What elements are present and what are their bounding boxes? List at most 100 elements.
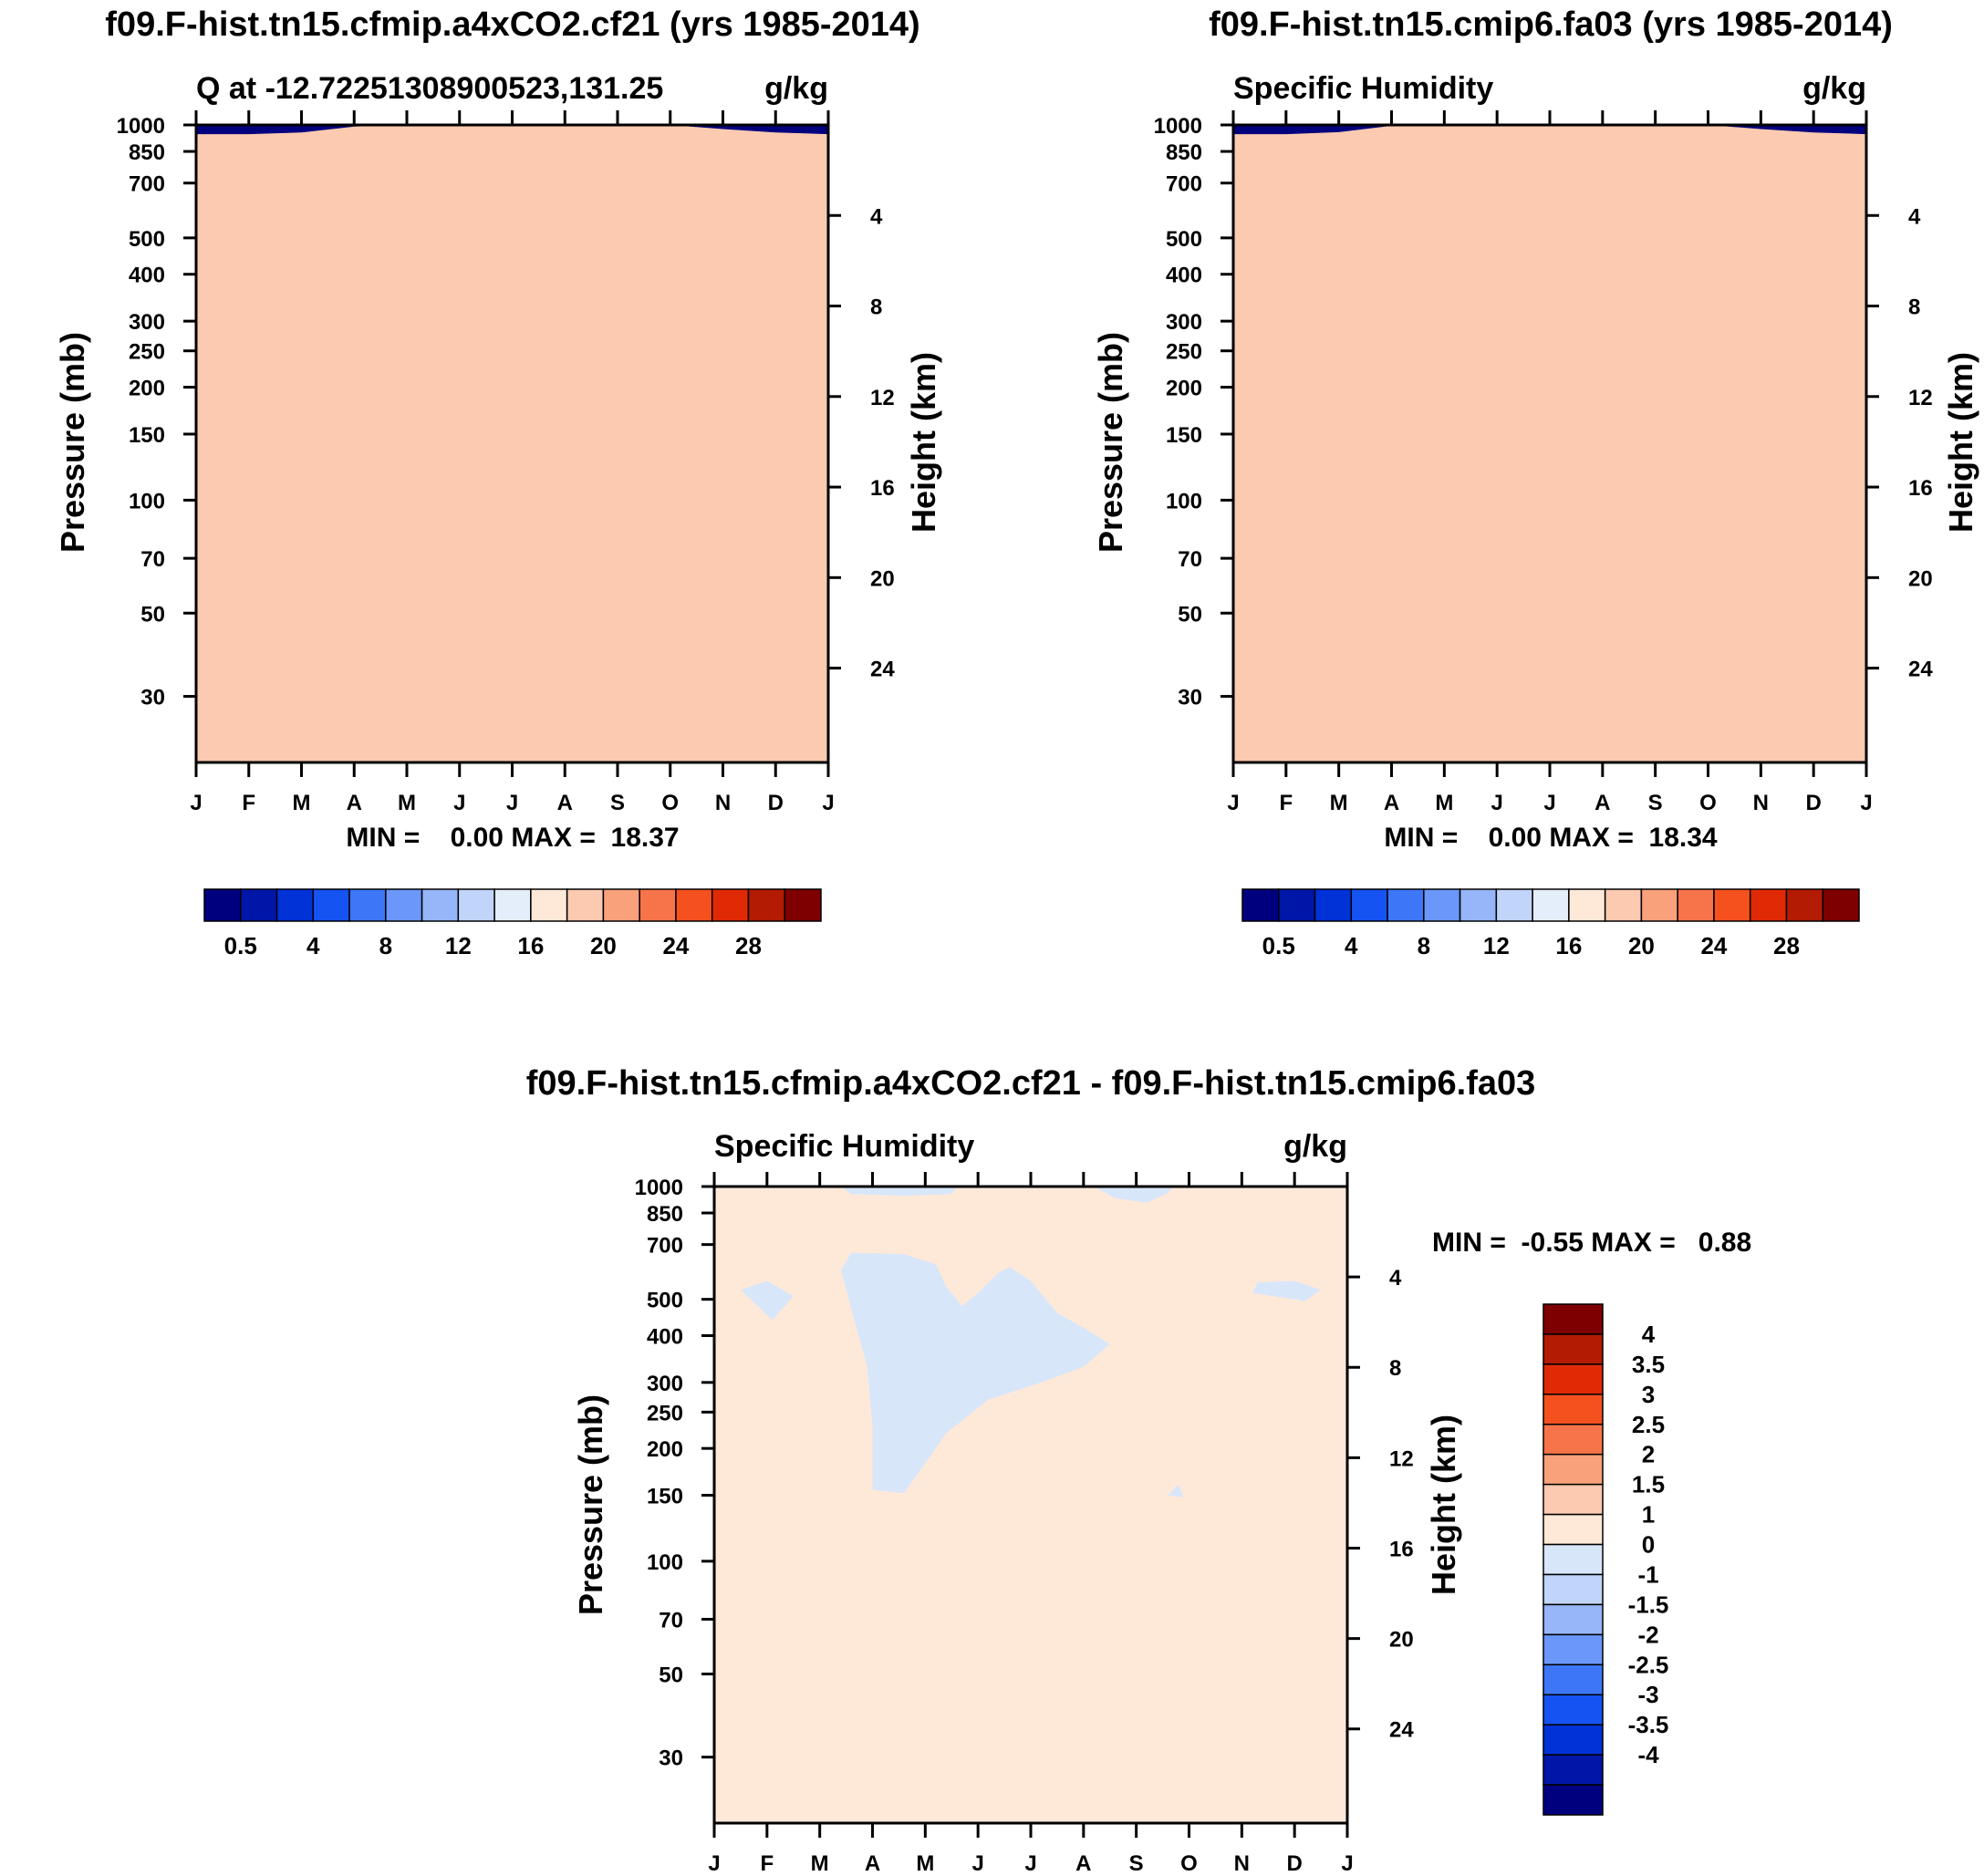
colorbar-swatch	[1543, 1303, 1604, 1335]
colorbar-swatch	[1543, 1784, 1604, 1816]
height-tick-label: 12	[1908, 386, 1933, 410]
month-tick-label: M	[811, 1851, 829, 1876]
pressure-tick-label: 1000	[1154, 114, 1202, 139]
colorbar-label: 0	[1642, 1531, 1655, 1559]
colorbar-swatch	[566, 888, 605, 922]
panel-a-minmax: MIN = 0.00 MAX = 18.37	[346, 823, 679, 853]
height-tick-label: 12	[1389, 1446, 1414, 1471]
panel-a-right-string: g/kg	[764, 71, 828, 106]
colorbar-label: 24	[662, 932, 689, 959]
colorbar-swatch	[348, 888, 387, 922]
panel-c-height-axis: 24 20 16 12 8 4	[1347, 1266, 1414, 1743]
month-tick-label: M	[1435, 791, 1453, 815]
colorbar-swatch	[421, 888, 460, 922]
negative-region	[1168, 1485, 1184, 1498]
panel-b-left-string: Specific Humidity	[1233, 71, 1493, 106]
panel-a-height-axis: 24 20 16 12 8 4	[828, 204, 895, 682]
colorbar-swatch	[1543, 1573, 1604, 1606]
pressure-tick-label: 50	[1178, 602, 1202, 627]
pressure-tick-label: 1000	[117, 114, 165, 139]
pressure-tick-label: 500	[129, 227, 165, 252]
colorbar-swatch	[1543, 1483, 1604, 1516]
colorbar-label: 20	[1628, 932, 1655, 959]
colorbar-swatch	[1543, 1754, 1604, 1786]
pressure-tick-label: 50	[140, 602, 165, 627]
panel-b-plot-area	[1231, 123, 1868, 764]
month-tick-label: J	[1543, 791, 1555, 815]
panel-c-title: f09.F-hist.tn15.cfmip.a4xCO2.cf21 - f09.…	[526, 1064, 1536, 1103]
month-tick-label: J	[1860, 791, 1872, 815]
month-tick-label: D	[1805, 791, 1821, 815]
colorbar-swatch	[1459, 888, 1498, 922]
panel-c-ylabel-right: Height (km)	[1425, 1415, 1462, 1595]
pressure-tick-label: 700	[129, 172, 165, 197]
month-tick-label: J	[1227, 791, 1239, 815]
colorbar-swatch	[1543, 1394, 1604, 1425]
panel-c-minmax: MIN = -0.55 MAX = 0.88	[1432, 1228, 1751, 1258]
colorbar-swatch	[240, 888, 278, 922]
pressure-tick-label: 50	[659, 1664, 683, 1688]
colorbar-swatch	[1495, 888, 1533, 922]
colorbar-swatch	[530, 888, 568, 922]
month-tick-label: A	[557, 791, 573, 815]
panel-b-ylabel: Pressure (mb)	[1092, 332, 1129, 553]
panel-a: f09.F-hist.tn15.cfmip.a4xCO2.cf21 (yrs 1…	[54, 5, 942, 959]
pressure-tick-label: 200	[129, 377, 165, 401]
colorbar-label: 16	[517, 932, 544, 959]
month-tick-label: J	[506, 791, 518, 815]
month-tick-label: F	[760, 1851, 774, 1876]
pressure-tick-label: 70	[659, 1608, 683, 1632]
month-tick-label: A	[1594, 791, 1610, 815]
pressure-tick-label: 150	[647, 1484, 683, 1508]
month-tick-label: D	[768, 791, 784, 815]
colorbar-label: 24	[1700, 932, 1727, 959]
colorbar-label: 28	[735, 932, 762, 959]
pressure-tick-label: 300	[129, 310, 165, 335]
panel-a-plot-area	[194, 123, 830, 764]
height-tick-label: 20	[1389, 1628, 1414, 1653]
colorbar-label: 4	[306, 932, 320, 959]
month-tick-label: J	[453, 791, 465, 815]
colorbar-label: 2.5	[1632, 1411, 1665, 1438]
colorbar-label: 8	[379, 932, 392, 959]
height-tick-label: 24	[1389, 1718, 1414, 1743]
colorbar-swatch	[1543, 1513, 1604, 1546]
month-tick-label: M	[1330, 791, 1348, 815]
pressure-tick-label: 850	[647, 1202, 683, 1227]
pressure-tick-label: 250	[129, 340, 165, 365]
pressure-tick-label: 300	[1166, 310, 1202, 335]
colorbar-label: -3	[1637, 1681, 1658, 1708]
month-tick-label: J	[822, 791, 834, 815]
month-tick-label: F	[242, 791, 255, 815]
panel-c: f09.F-hist.tn15.cfmip.a4xCO2.cf21 - f09.…	[526, 1064, 1751, 1876]
month-tick-label: A	[347, 791, 362, 815]
colorbar-label: -3.5	[1628, 1711, 1669, 1738]
month-tick-label: N	[715, 791, 731, 815]
panel-a-colorbar: 0.5 4 8 12 16 20 24 28	[203, 888, 822, 959]
panel-b: f09.F-hist.tn15.cmip6.fa03 (yrs 1985-201…	[1092, 5, 1979, 959]
pressure-tick-label: 200	[1166, 377, 1202, 401]
colorbar-label: 20	[590, 932, 617, 959]
month-tick-label: O	[1180, 1851, 1198, 1876]
colorbar-swatch	[1543, 1453, 1604, 1486]
pressure-tick-label: 30	[659, 1746, 683, 1771]
pressure-tick-label: 400	[1166, 264, 1202, 288]
colorbar-label: 3	[1642, 1381, 1655, 1408]
height-tick-label: 16	[870, 476, 895, 501]
colorbar-swatch	[1640, 888, 1678, 922]
panel-a-left-string: Q at -12.72251308900523,131.25	[196, 71, 663, 106]
contour-band-10	[1233, 125, 1866, 762]
colorbar-swatch	[1604, 888, 1643, 922]
colorbar-swatch	[312, 888, 350, 922]
colorbar-label: 3.5	[1632, 1351, 1665, 1378]
negative-region	[1252, 1280, 1322, 1301]
colorbar-label: 12	[445, 932, 472, 959]
pressure-tick-label: 850	[129, 140, 165, 165]
colorbar-label: 4	[1642, 1321, 1656, 1348]
colorbar-swatch	[1543, 1664, 1604, 1695]
month-tick-label: O	[661, 791, 679, 815]
colorbar-swatch	[1822, 888, 1860, 922]
panel-b-right-string: g/kg	[1802, 71, 1866, 106]
pressure-tick-label: 150	[129, 423, 165, 448]
